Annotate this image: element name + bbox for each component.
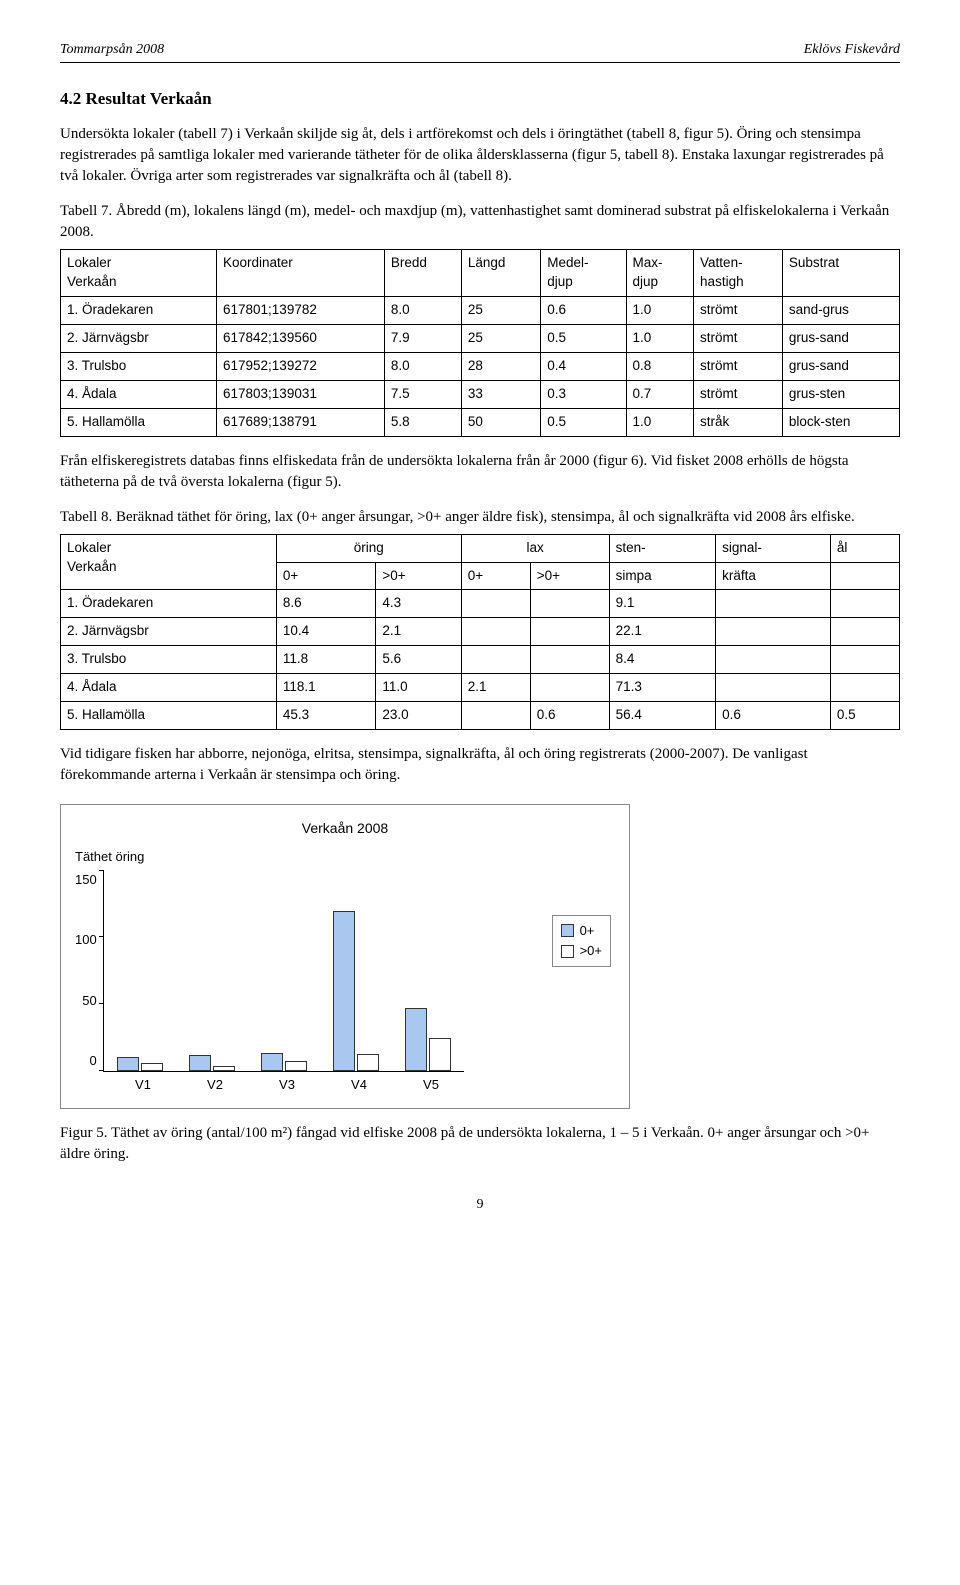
table-row: 1. Öradekaren617801;1397828.0250.61.0str… bbox=[61, 297, 900, 325]
col-header: >0+ bbox=[376, 562, 461, 590]
chart-title: Verkaån 2008 bbox=[75, 819, 615, 839]
chart-plot-area bbox=[103, 871, 464, 1072]
table-7: Lokaler Verkaån Koordinater Bredd Längd M… bbox=[60, 249, 900, 436]
col-header: hastigh bbox=[700, 274, 744, 289]
table-row: 5. Hallamölla617689;1387915.8500.51.0str… bbox=[61, 408, 900, 436]
table-row: 2. Järnvägsbr10.42.122.1 bbox=[61, 618, 900, 646]
table-row: 4. Ådala118.111.02.171.3 bbox=[61, 674, 900, 702]
col-header: djup bbox=[547, 274, 573, 289]
table-8: Lokaler Verkaån öring lax sten- signal- å… bbox=[60, 534, 900, 730]
header-left: Tommarpsån 2008 bbox=[60, 40, 164, 60]
page-header: Tommarpsån 2008 Eklövs Fiskevård bbox=[60, 40, 900, 63]
table8-caption: Tabell 8. Beräknad täthet för öring, lax… bbox=[60, 507, 900, 528]
paragraph-3: Vid tidigare fisken har abborre, nejonög… bbox=[60, 744, 900, 786]
col-header: lax bbox=[461, 534, 609, 562]
chart-bar bbox=[333, 911, 355, 1070]
col-header: Lokaler bbox=[67, 255, 111, 270]
col-header: Verkaån bbox=[67, 274, 117, 289]
col-header: Längd bbox=[461, 250, 540, 297]
page-number: 9 bbox=[60, 1195, 900, 1215]
table-row: 4. Ådala617803;1390317.5330.30.7strömtgr… bbox=[61, 380, 900, 408]
table-row: 1. Öradekaren8.64.39.1 bbox=[61, 590, 900, 618]
col-header: Lokaler bbox=[67, 540, 111, 555]
col-header: sten- bbox=[616, 540, 646, 555]
col-header: Vatten- bbox=[700, 255, 743, 270]
section-title: 4.2 Resultat Verkaån bbox=[60, 87, 900, 111]
col-header: Bredd bbox=[384, 250, 461, 297]
col-header: djup bbox=[633, 274, 659, 289]
table-row: 5. Hallamölla45.323.00.656.40.60.5 bbox=[61, 701, 900, 729]
chart-bar bbox=[117, 1057, 139, 1070]
col-header: Verkaån bbox=[67, 559, 117, 574]
col-header: 0+ bbox=[461, 562, 530, 590]
figure5-caption: Figur 5. Täthet av öring (antal/100 m²) … bbox=[60, 1123, 900, 1165]
col-header: signal- bbox=[722, 540, 762, 555]
col-header: öring bbox=[276, 534, 461, 562]
table7-caption: Tabell 7. Åbredd (m), lokalens längd (m)… bbox=[60, 201, 900, 243]
chart-bar bbox=[405, 1008, 427, 1070]
chart-xaxis: V1V2V3V4V5 bbox=[107, 1072, 467, 1094]
chart-ylabel: Täthet öring bbox=[75, 848, 615, 866]
paragraph-2: Från elfiskeregistrets databas finns elf… bbox=[60, 451, 900, 493]
header-right: Eklövs Fiskevård bbox=[804, 40, 900, 60]
bar-chart: Verkaån 2008 Täthet öring 150100500 V1V2… bbox=[60, 804, 630, 1109]
table-row: Lokaler Verkaån Koordinater Bredd Längd M… bbox=[61, 250, 900, 297]
col-header: >0+ bbox=[530, 562, 609, 590]
col-header: Max- bbox=[633, 255, 663, 270]
col-header: Koordinater bbox=[217, 250, 385, 297]
table-row: 3. Trulsbo617952;1392728.0280.40.8strömt… bbox=[61, 352, 900, 380]
chart-yaxis: 150100500 bbox=[75, 871, 103, 1071]
chart-legend: 0+>0+ bbox=[552, 915, 611, 967]
chart-bar bbox=[189, 1055, 211, 1071]
col-header: Substrat bbox=[782, 250, 899, 297]
chart-bar bbox=[285, 1061, 307, 1070]
table-row: 3. Trulsbo11.85.68.4 bbox=[61, 646, 900, 674]
col-header: simpa bbox=[609, 562, 716, 590]
chart-bar bbox=[429, 1038, 451, 1071]
col-header: ål bbox=[830, 534, 899, 562]
table-row: LokalerVerkaån öring lax sten- signal- å… bbox=[61, 534, 900, 562]
chart-bar bbox=[261, 1053, 283, 1071]
table-row: 2. Järnvägsbr617842;1395607.9250.51.0str… bbox=[61, 325, 900, 353]
chart-bar bbox=[213, 1066, 235, 1071]
col-header: 0+ bbox=[276, 562, 376, 590]
col-header: Medel- bbox=[547, 255, 588, 270]
col-header: kräfta bbox=[716, 562, 831, 590]
chart-bar bbox=[357, 1054, 379, 1071]
chart-bar bbox=[141, 1063, 163, 1071]
paragraph-1: Undersökta lokaler (tabell 7) i Verkaån … bbox=[60, 124, 900, 187]
